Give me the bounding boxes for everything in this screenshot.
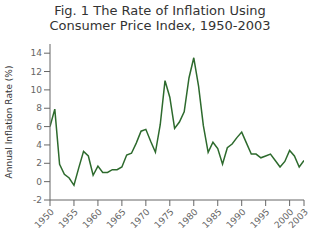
html-text:Fig. 1 The Rate of Inflation U: Fig. 1 The Rate of Inflation Using (54, 3, 266, 18)
svg-text:8: 8 (36, 103, 42, 113)
svg-text:1980: 1980 (176, 207, 199, 230)
svg-text:10: 10 (31, 85, 43, 95)
svg-text:6: 6 (36, 122, 42, 132)
svg-text:1955: 1955 (57, 207, 80, 230)
svg-text:1985: 1985 (200, 207, 223, 230)
svg-text:1960: 1960 (81, 207, 104, 230)
svg-text:1970: 1970 (129, 207, 152, 230)
svg-text:-2: -2 (33, 195, 42, 205)
svg-text:2000: 2000 (272, 206, 296, 231)
svg-text:1975: 1975 (152, 207, 175, 230)
svg-text:1950: 1950 (33, 207, 56, 230)
svg-text:4: 4 (36, 140, 42, 150)
svg-text:2003: 2003 (287, 207, 310, 230)
svg-text:0: 0 (36, 177, 42, 187)
svg-text:12: 12 (31, 67, 42, 77)
svg-text:Annual Inflation Rate (%): Annual Inflation Rate (%) (8, 66, 14, 179)
svg-text:1965: 1965 (105, 207, 128, 230)
svg-text:1990: 1990 (224, 207, 247, 230)
svg-text:2: 2 (36, 158, 42, 168)
svg-text:14: 14 (31, 48, 43, 58)
svg-text:1995: 1995 (248, 207, 271, 230)
html-text:Consumer Price Index, 1950-200: Consumer Price Index, 1950-2003 (49, 18, 271, 33)
